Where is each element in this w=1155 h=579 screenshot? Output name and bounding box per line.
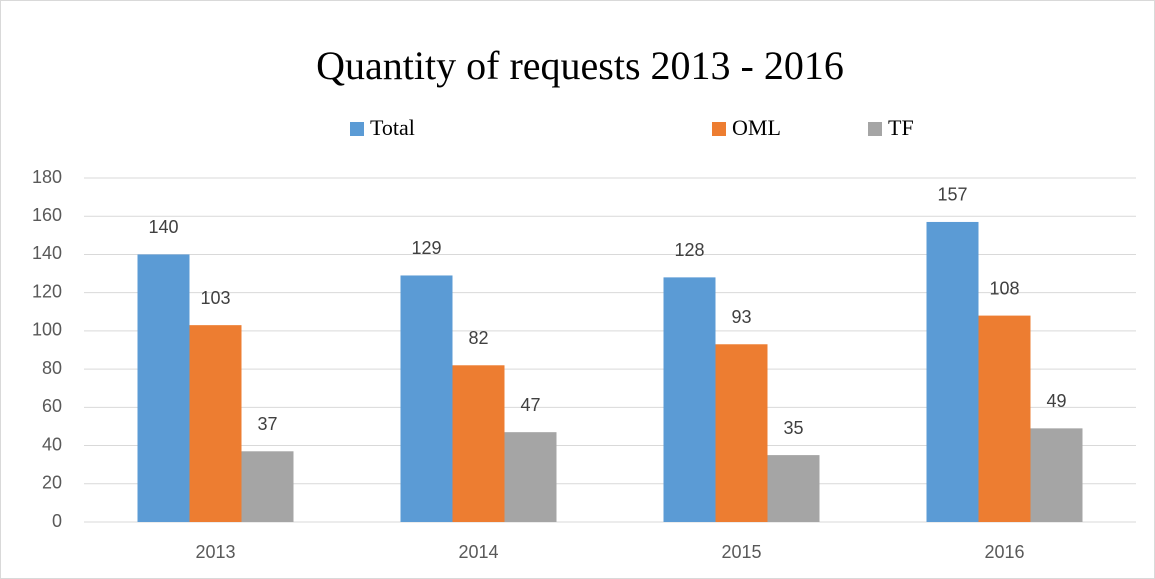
x-tick-label: 2013: [195, 542, 235, 562]
data-label: 93: [731, 307, 751, 327]
y-tick-label: 160: [32, 205, 62, 225]
y-tick-label: 140: [32, 243, 62, 263]
y-tick-label: 120: [32, 281, 62, 301]
bar: [241, 451, 294, 522]
legend-label: TF: [888, 115, 914, 140]
data-label: 49: [1046, 391, 1066, 411]
legend-label: OML: [732, 115, 781, 140]
y-tick-label: 20: [42, 473, 62, 493]
data-label: 103: [200, 288, 230, 308]
bar: [452, 365, 505, 522]
x-tick-label: 2014: [458, 542, 498, 562]
legend-marker: [350, 122, 364, 136]
bar: [767, 455, 820, 522]
bar: [189, 325, 242, 522]
legend-marker: [712, 122, 726, 136]
bar: [504, 432, 557, 522]
data-label: 47: [520, 395, 540, 415]
bar: [1030, 428, 1083, 522]
data-label: 108: [989, 278, 1019, 298]
bar: [400, 275, 453, 522]
legend-label: Total: [370, 115, 415, 140]
data-label: 82: [468, 328, 488, 348]
y-tick-label: 40: [42, 434, 62, 454]
bar: [137, 254, 190, 522]
y-tick-label: 100: [32, 320, 62, 340]
data-label: 128: [674, 240, 704, 260]
data-label: 37: [257, 414, 277, 434]
bar: [663, 277, 716, 522]
bar: [715, 344, 768, 522]
data-label: 140: [148, 217, 178, 237]
legend-marker: [868, 122, 882, 136]
x-tick-label: 2016: [984, 542, 1024, 562]
x-tick-label: 2015: [721, 542, 761, 562]
bar: [926, 221, 979, 522]
data-label: 157: [937, 185, 967, 205]
bar: [978, 315, 1031, 522]
y-tick-label: 0: [52, 511, 62, 531]
data-label: 129: [411, 238, 441, 258]
y-tick-label: 180: [32, 167, 62, 187]
y-tick-label: 80: [42, 358, 62, 378]
data-label: 35: [783, 418, 803, 438]
chart-title: Quantity of requests 2013 - 2016: [316, 43, 844, 88]
y-tick-label: 60: [42, 396, 62, 416]
